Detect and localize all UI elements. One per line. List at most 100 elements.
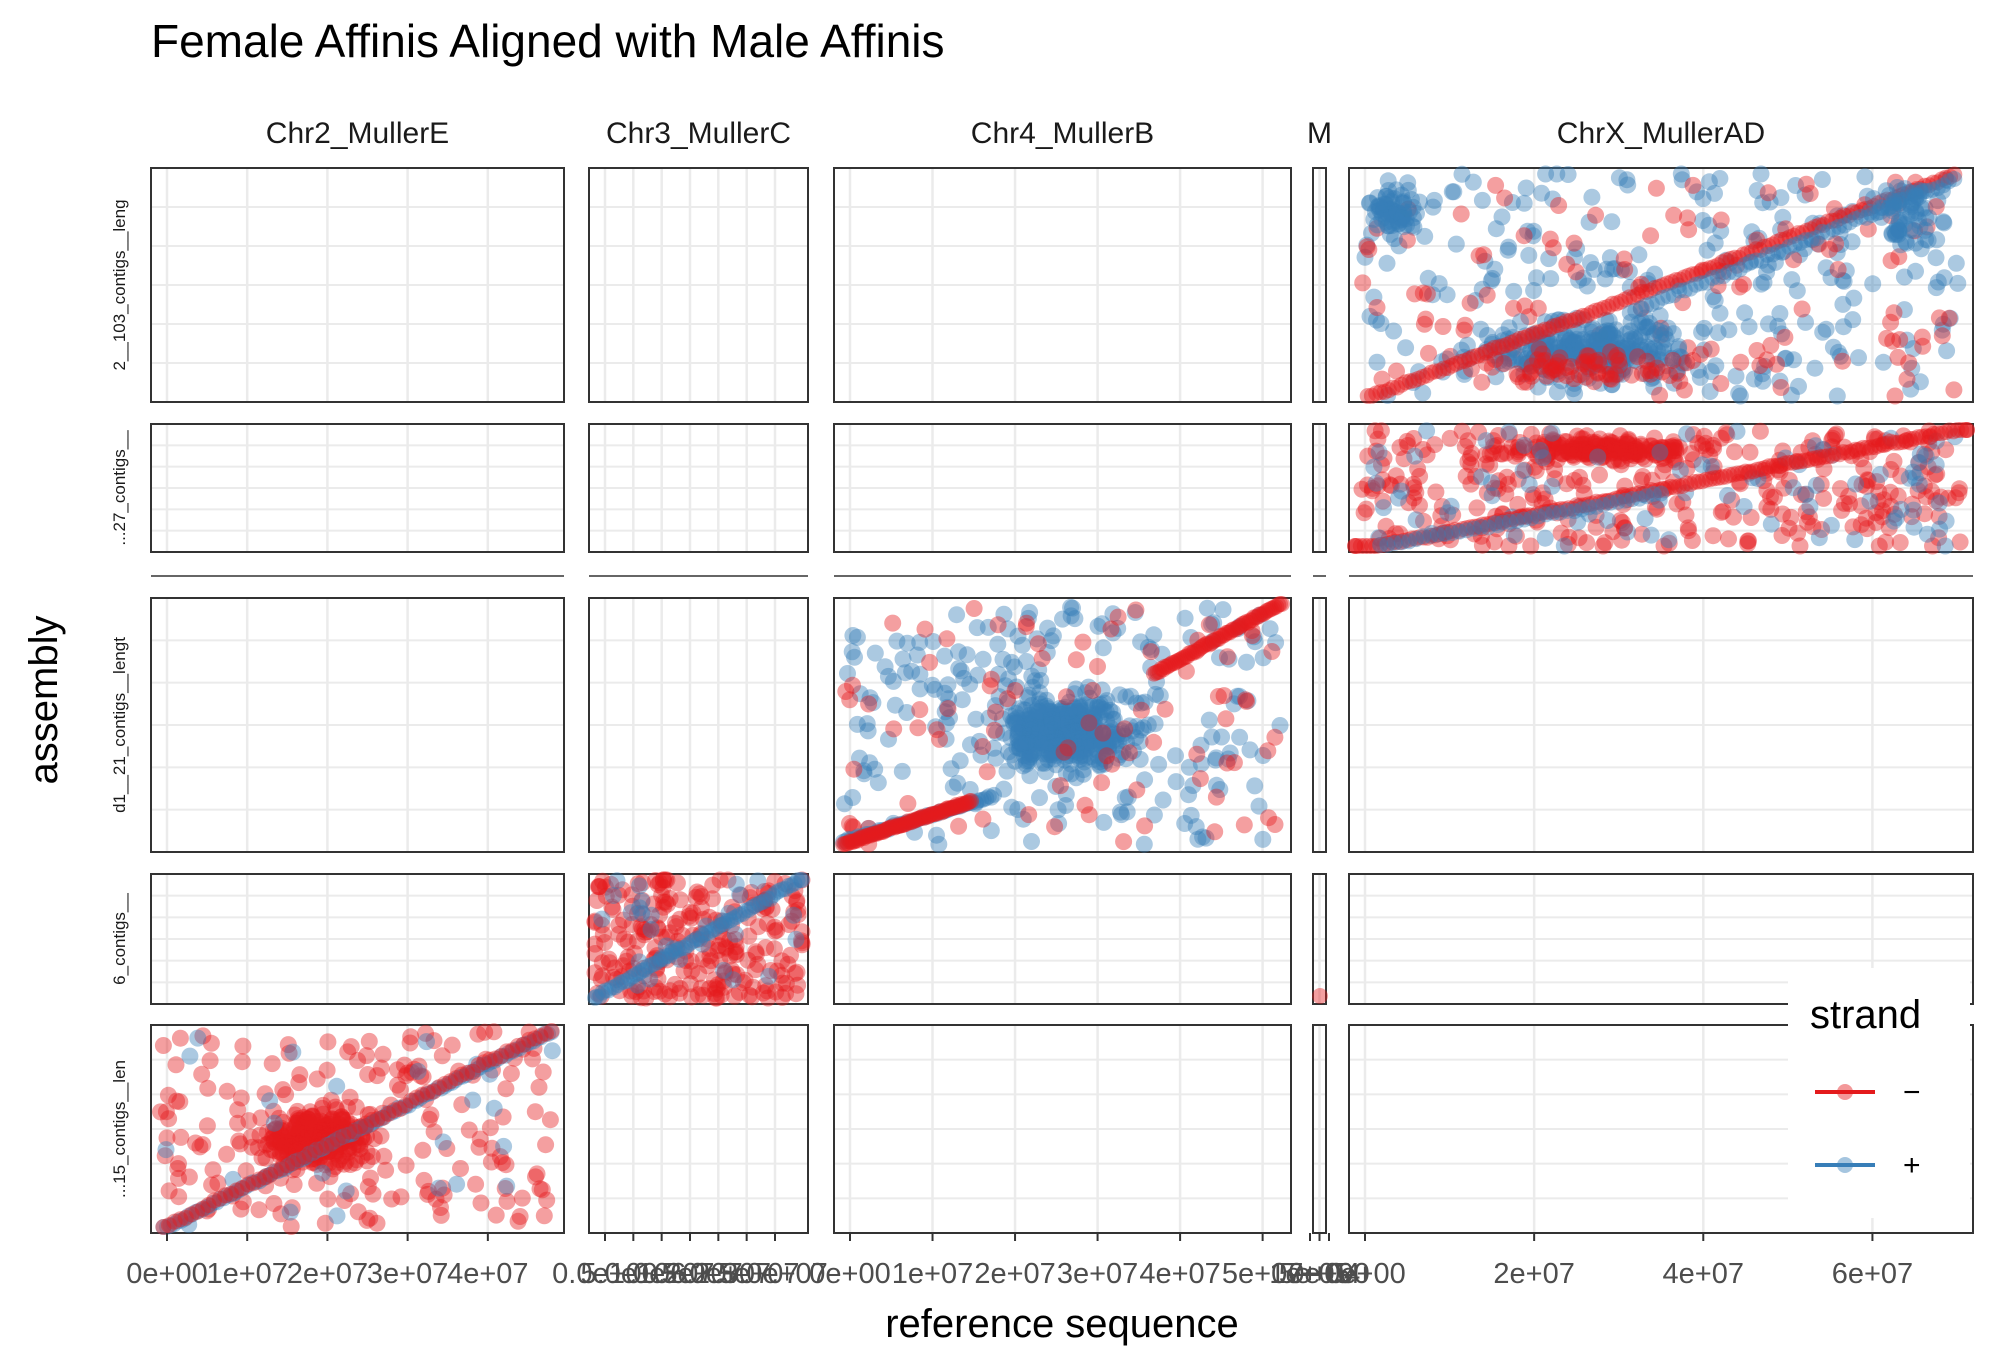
data-point <box>1523 367 1541 385</box>
data-point <box>1761 193 1779 211</box>
data-point <box>1039 700 1057 718</box>
data-point <box>1619 176 1637 194</box>
data-point <box>1588 340 1606 358</box>
data-point <box>1671 282 1688 299</box>
data-point <box>896 664 914 682</box>
data-point <box>1059 739 1077 757</box>
data-point <box>1853 202 1870 219</box>
data-point <box>1609 359 1627 377</box>
data-point <box>497 1080 515 1098</box>
data-point <box>402 1028 420 1046</box>
data-point <box>1388 362 1405 380</box>
data-point <box>1836 217 1853 234</box>
data-point <box>985 721 1003 739</box>
data-point <box>1871 466 1889 483</box>
facet-panel <box>588 873 809 1005</box>
data-point <box>1393 186 1411 204</box>
data-point <box>1892 182 1909 200</box>
data-point <box>1503 194 1521 211</box>
data-point <box>1797 232 1814 249</box>
data-point <box>1764 236 1781 253</box>
data-point <box>1644 350 1662 368</box>
data-point <box>1857 200 1874 217</box>
data-point <box>432 1206 450 1224</box>
data-point <box>1856 168 1874 186</box>
data-point <box>1727 367 1745 385</box>
facet-panel <box>1348 597 1974 853</box>
data-point <box>1592 346 1610 363</box>
data-point <box>1665 206 1683 224</box>
data-point <box>1398 231 1416 249</box>
data-point <box>1888 218 1906 236</box>
panel-border <box>1312 167 1327 403</box>
data-point <box>1945 381 1963 399</box>
data-point <box>283 1125 301 1143</box>
data-point <box>1406 285 1424 303</box>
data-point <box>1532 357 1550 375</box>
data-point <box>1607 349 1624 367</box>
data-point <box>1835 318 1852 336</box>
data-point <box>1748 342 1766 359</box>
data-point <box>1390 237 1408 255</box>
data-point <box>1777 220 1795 238</box>
data-point <box>1369 198 1387 216</box>
data-point <box>1509 368 1527 386</box>
data-point <box>1455 365 1473 383</box>
data-point <box>1638 284 1655 300</box>
data-point <box>747 943 765 961</box>
data-point <box>1483 358 1501 376</box>
strip-label: Chr3_MullerC <box>606 117 791 150</box>
data-point <box>1397 210 1415 228</box>
data-point <box>1782 386 1800 404</box>
data-point <box>1515 227 1533 245</box>
data-point <box>1496 189 1514 207</box>
data-point <box>1928 465 1946 483</box>
facet-panel <box>1312 1024 1327 1234</box>
data-point <box>1872 199 1890 217</box>
data-point <box>1559 334 1577 352</box>
data-point <box>1709 277 1727 295</box>
data-point <box>939 700 957 718</box>
data-point <box>1642 350 1660 368</box>
data-point <box>1357 500 1375 518</box>
data-point <box>1467 467 1485 485</box>
data-point <box>590 878 608 896</box>
data-point <box>1519 222 1537 240</box>
panel-border <box>150 873 565 1005</box>
data-point <box>1646 279 1663 296</box>
data-point <box>1684 266 1701 283</box>
data-point <box>885 720 903 738</box>
data-point <box>1399 174 1417 192</box>
data-point <box>154 1037 172 1054</box>
data-point <box>1883 225 1901 243</box>
panel-border <box>833 1024 1292 1234</box>
data-point <box>1094 724 1112 742</box>
data-point <box>1084 681 1102 699</box>
data-point <box>1610 169 1628 187</box>
data-point <box>1601 249 1619 267</box>
data-point <box>1881 198 1899 215</box>
data-point <box>1434 318 1452 335</box>
data-point <box>1773 527 1791 544</box>
data-point <box>1910 188 1928 206</box>
data-point <box>1882 207 1900 225</box>
facet-panel <box>588 597 809 853</box>
data-point <box>418 1033 435 1051</box>
data-point <box>1924 181 1941 198</box>
data-point <box>498 1192 516 1210</box>
data-point <box>1959 422 1975 438</box>
data-point <box>1951 533 1969 551</box>
data-point <box>1776 350 1794 368</box>
data-point <box>682 988 700 1006</box>
data-point <box>1794 225 1811 241</box>
data-point <box>866 644 884 662</box>
panel-border <box>1312 597 1327 853</box>
data-point <box>1377 213 1395 231</box>
data-point <box>1452 353 1469 370</box>
data-point <box>1927 279 1945 297</box>
data-point <box>1207 788 1225 806</box>
data-point <box>1791 246 1809 264</box>
facet-panel <box>1312 167 1327 403</box>
data-point <box>1373 205 1391 223</box>
data-point <box>1642 282 1659 299</box>
